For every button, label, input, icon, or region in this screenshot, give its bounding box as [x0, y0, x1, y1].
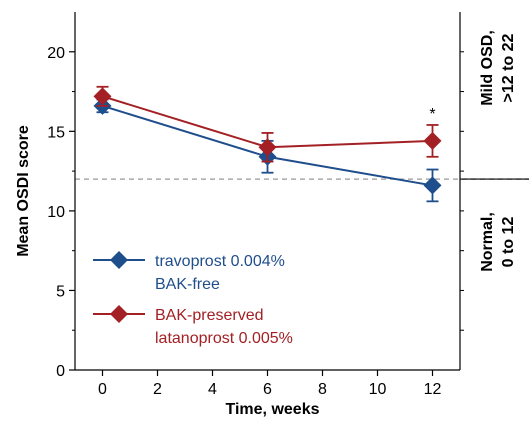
axes: 0 5 10 15 20 0 2 4 6 8 10 12 Time, weeks Mean OSDI sc…: [15, 12, 464, 418]
data-point-diamond: [93, 87, 112, 106]
x-tick-label: 0: [98, 381, 107, 398]
x-axis-title: Time, weeks: [226, 401, 320, 418]
y-tick-label: 20: [47, 45, 65, 62]
data-point-diamond: [423, 131, 442, 150]
legend-label: BAK-free: [155, 276, 220, 293]
x-tick-label: 2: [153, 381, 162, 398]
x-tick-label: 8: [318, 381, 327, 398]
legend-label: BAK-preserved: [155, 307, 264, 324]
y-tick-label: 15: [47, 124, 65, 141]
osd-severity-bands: Mild OSD, >12 to 22 Normal, 0 to 12: [460, 30, 529, 272]
legend-marker: [110, 305, 128, 323]
x-tick-label: 12: [424, 381, 442, 398]
y-axis-title: Mean OSDI score: [15, 125, 32, 257]
data-point-diamond: [258, 138, 277, 157]
legend-item: BAK-preserved latanoprost 0.005%: [93, 305, 293, 347]
legend-marker: [110, 251, 128, 269]
band-label: 0 to 12: [500, 217, 517, 268]
series-latanoprost: [93, 85, 442, 163]
x-tick-label: 10: [369, 381, 387, 398]
legend: travoprost 0.004% BAK-free BAK-preserved la…: [93, 251, 293, 347]
band-label: Mild OSD,: [479, 30, 496, 106]
y-tick-label: 5: [56, 283, 65, 300]
band-normal: Normal, 0 to 12: [479, 212, 517, 272]
x-tick-label: 4: [208, 381, 217, 398]
legend-label: travoprost 0.004%: [155, 253, 285, 270]
band-mild-osd: Mild OSD, >12 to 22: [479, 30, 517, 106]
band-label: Normal,: [479, 212, 496, 272]
y-tick-label: 10: [47, 204, 65, 221]
y-tick-label: 0: [56, 363, 65, 380]
legend-label: latanoprost 0.005%: [155, 330, 293, 347]
x-tick-label: 6: [263, 381, 272, 398]
significance-marker: *: [429, 106, 435, 123]
data-point-diamond: [423, 176, 442, 195]
band-label: >12 to 22: [500, 33, 517, 102]
series-layer: *: [93, 85, 442, 203]
legend-item: travoprost 0.004% BAK-free: [93, 251, 285, 293]
